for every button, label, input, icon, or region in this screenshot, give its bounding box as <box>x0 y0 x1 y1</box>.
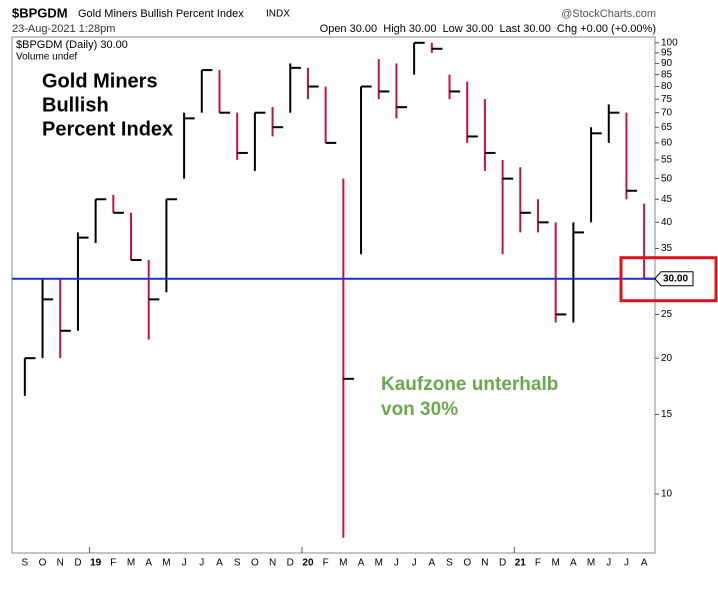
y-tick-label: 70 <box>661 107 673 118</box>
x-tick-label: N <box>57 558 64 569</box>
last-value-box <box>654 271 694 287</box>
y-tick-label: 85 <box>661 69 673 80</box>
annotation: Percent Index <box>42 118 173 140</box>
source: @StockCharts.com <box>561 8 656 20</box>
x-tick-label: M <box>127 558 135 569</box>
stats: Open 30.00 High 30.00 Low 30.00 Last 30.… <box>320 23 656 35</box>
x-tick-label: M <box>339 558 347 569</box>
y-tick-label: 15 <box>661 409 673 420</box>
x-tick-label: J <box>606 558 611 569</box>
x-tick-label: 20 <box>302 558 314 569</box>
y-tick-label: 100 <box>661 37 678 48</box>
annotation: Bullish <box>42 94 109 116</box>
y-tick-label: 75 <box>661 94 673 105</box>
x-tick-label: J <box>182 558 187 569</box>
x-tick-label: D <box>499 558 506 569</box>
x-tick-label: D <box>287 558 294 569</box>
y-tick-label: 90 <box>661 58 673 69</box>
x-tick-label: F <box>110 558 116 569</box>
x-tick-label: A <box>145 558 152 569</box>
x-tick-label: M <box>162 558 170 569</box>
y-tick-label: 55 <box>661 155 673 166</box>
y-tick-label: 65 <box>661 122 673 133</box>
y-tick-label: 40 <box>661 217 673 228</box>
annotation: von 30% <box>381 399 458 420</box>
x-tick-label: A <box>358 558 365 569</box>
legend-entry: Volume undef <box>16 52 77 63</box>
y-tick-label: 10 <box>661 489 673 500</box>
y-tick-label: 35 <box>661 243 673 254</box>
x-tick-label: F <box>323 558 329 569</box>
x-tick-label: N <box>269 558 276 569</box>
chart-title: Gold Miners Bullish Percent Index <box>78 8 244 20</box>
x-tick-label: M <box>375 558 383 569</box>
x-tick-label: A <box>641 558 648 569</box>
exchange: INDX <box>266 9 290 20</box>
x-tick-label: M <box>587 558 595 569</box>
symbol: $BPGDM <box>12 5 68 20</box>
plot-frame <box>11 36 656 554</box>
x-tick-label: O <box>39 558 47 569</box>
x-tick-label: F <box>535 558 541 569</box>
y-tick-label: 95 <box>661 47 673 58</box>
annotation: Gold Miners <box>42 70 158 92</box>
x-tick-label: J <box>199 558 204 569</box>
x-tick-label: O <box>463 558 471 569</box>
x-tick-label: D <box>74 558 81 569</box>
y-tick-label: 50 <box>661 173 673 184</box>
x-tick-label: J <box>394 558 399 569</box>
x-tick-label: A <box>570 558 577 569</box>
annotation: Kaufzone unterhalb <box>381 374 558 395</box>
x-tick-label: S <box>446 558 453 569</box>
x-tick-label: A <box>428 558 435 569</box>
x-tick-label: S <box>234 558 241 569</box>
y-tick-label: 25 <box>661 309 673 320</box>
y-tick-label: 60 <box>661 138 673 149</box>
x-tick-label: J <box>412 558 417 569</box>
x-tick-label: 21 <box>515 558 527 569</box>
legend-entry: $BPGDM (Daily) 30.00 <box>16 39 128 51</box>
x-tick-label: A <box>216 558 223 569</box>
x-tick-label: N <box>481 558 488 569</box>
x-tick-label: J <box>624 558 629 569</box>
x-tick-label: 19 <box>90 558 102 569</box>
y-tick-label: 20 <box>661 353 673 364</box>
last-value-label: 30.00 <box>663 273 688 284</box>
highlight-box <box>619 256 718 303</box>
x-tick-label: S <box>22 558 29 569</box>
y-tick-label: 45 <box>661 194 673 205</box>
x-tick-label: M <box>552 558 560 569</box>
y-tick-label: 80 <box>661 81 673 92</box>
timestamp: 23-Aug-2021 1:28pm <box>12 23 115 35</box>
x-tick-label: O <box>251 558 259 569</box>
